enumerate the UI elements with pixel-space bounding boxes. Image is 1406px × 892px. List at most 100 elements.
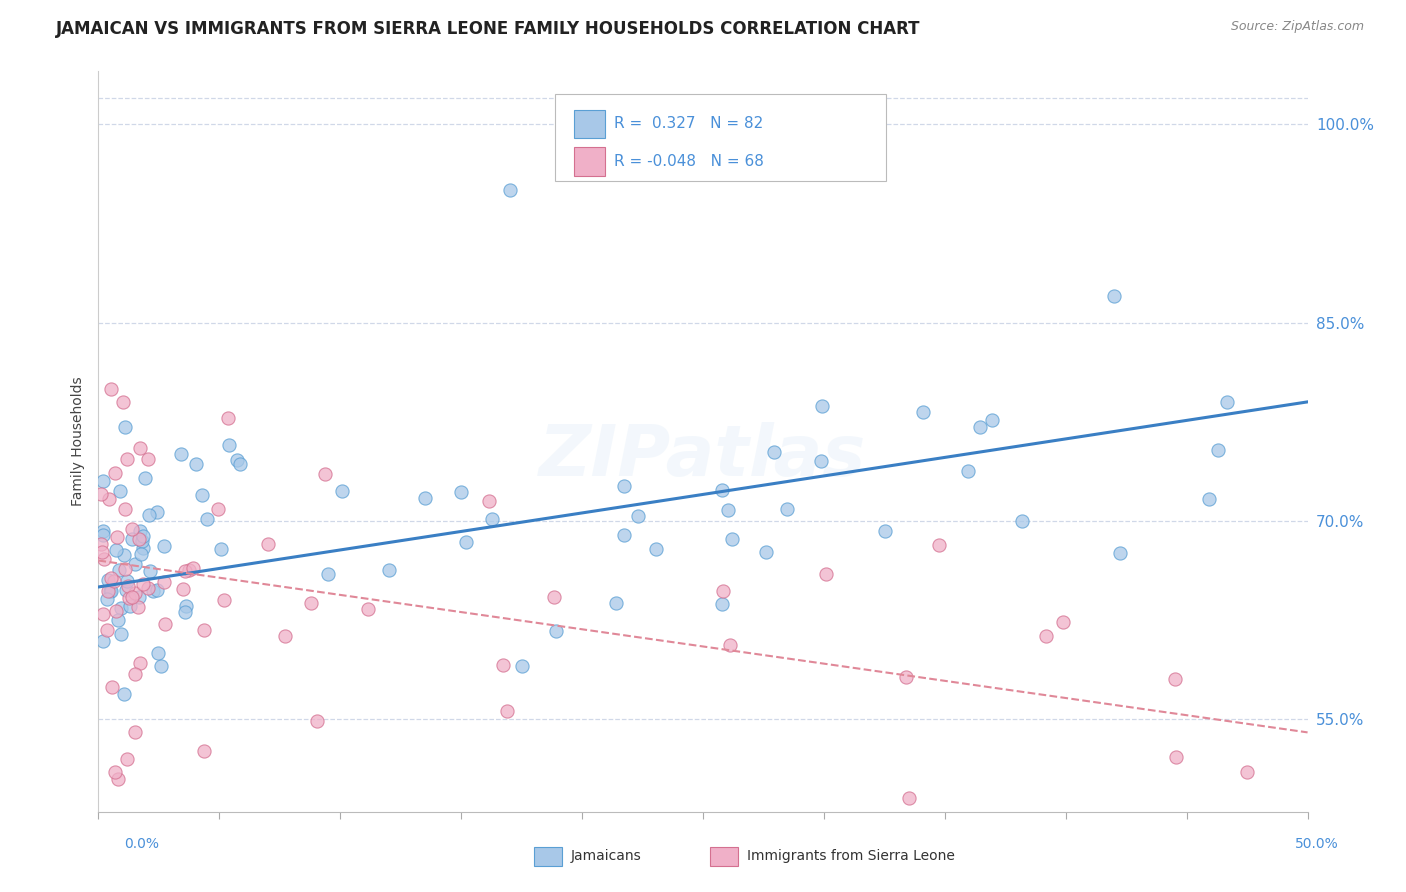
Point (132, 577, 155, 591)
Point (478, 494, 501, 508)
Point (124, 725, 146, 739)
Point (873, 524, 896, 539)
Point (413, 491, 436, 505)
Point (174, 564, 197, 578)
Point (129, 656, 152, 670)
Point (191, 488, 214, 502)
Text: ZIPatlas: ZIPatlas (540, 422, 866, 491)
Point (273, 629, 295, 643)
Point (128, 532, 150, 546)
Point (98, 491, 121, 506)
Point (498, 183, 520, 197)
Point (110, 601, 132, 615)
Point (146, 646, 169, 660)
Point (124, 586, 146, 600)
Point (90, 537, 112, 551)
Point (605, 596, 627, 610)
Point (721, 533, 744, 547)
Point (100, 382, 122, 396)
Point (209, 542, 232, 557)
Text: 0.0%: 0.0% (124, 837, 159, 851)
Point (110, 484, 132, 499)
Point (969, 419, 991, 434)
Point (90, 487, 112, 501)
Point (107, 772, 129, 786)
Point (1164, 672, 1187, 686)
Point (105, 604, 128, 618)
Point (96, 624, 118, 638)
Point (1102, 289, 1125, 303)
Point (97, 573, 120, 587)
Point (492, 657, 515, 672)
Point (1206, 442, 1229, 457)
Point (212, 592, 235, 607)
Point (128, 590, 150, 604)
Point (127, 600, 149, 615)
Text: Source: ZipAtlas.com: Source: ZipAtlas.com (1230, 20, 1364, 33)
Point (613, 479, 636, 493)
Point (717, 502, 740, 516)
Point (1035, 629, 1057, 643)
Point (305, 714, 328, 729)
Point (299, 596, 322, 610)
Point (956, 464, 979, 478)
Point (1198, 491, 1220, 506)
Point (1109, 546, 1132, 560)
Point (134, 471, 156, 485)
Point (174, 599, 197, 613)
Point (330, 484, 353, 499)
Point (912, 405, 935, 419)
Point (755, 545, 778, 559)
Point (128, 524, 150, 538)
Point (1164, 750, 1187, 764)
Point (91, 474, 114, 488)
Point (627, 509, 650, 524)
Point (91, 607, 114, 622)
Point (711, 584, 734, 599)
Point (117, 752, 139, 766)
Point (177, 563, 200, 577)
Point (139, 564, 162, 578)
Point (121, 532, 143, 546)
Point (217, 411, 239, 425)
Point (114, 562, 136, 576)
Point (128, 442, 150, 456)
Point (111, 395, 134, 409)
Point (225, 452, 247, 467)
Point (543, 590, 565, 604)
Point (898, 791, 921, 805)
Point (96, 591, 118, 606)
Point (112, 687, 135, 701)
Point (131, 534, 153, 549)
Point (104, 765, 127, 780)
Point (129, 547, 152, 561)
Point (495, 704, 517, 718)
Point (316, 566, 339, 581)
Point (193, 624, 215, 638)
Point (193, 744, 215, 758)
Point (776, 502, 799, 516)
Point (546, 624, 568, 639)
Point (100, 571, 122, 585)
Point (181, 561, 204, 575)
Point (184, 458, 207, 472)
Point (91, 524, 114, 538)
Point (145, 583, 167, 598)
Point (894, 670, 917, 684)
Point (91, 633, 114, 648)
Point (100, 584, 122, 599)
Point (207, 502, 229, 516)
Y-axis label: Family Households: Family Households (70, 376, 84, 507)
Point (218, 438, 240, 452)
Point (117, 574, 139, 588)
Point (114, 502, 136, 516)
Point (118, 599, 141, 613)
Point (1011, 514, 1033, 528)
Point (150, 659, 173, 673)
Point (138, 508, 160, 523)
Point (450, 485, 472, 500)
Point (132, 541, 155, 555)
Text: R = -0.048   N = 68: R = -0.048 N = 68 (614, 154, 765, 169)
Point (169, 447, 191, 461)
Point (510, 659, 533, 673)
